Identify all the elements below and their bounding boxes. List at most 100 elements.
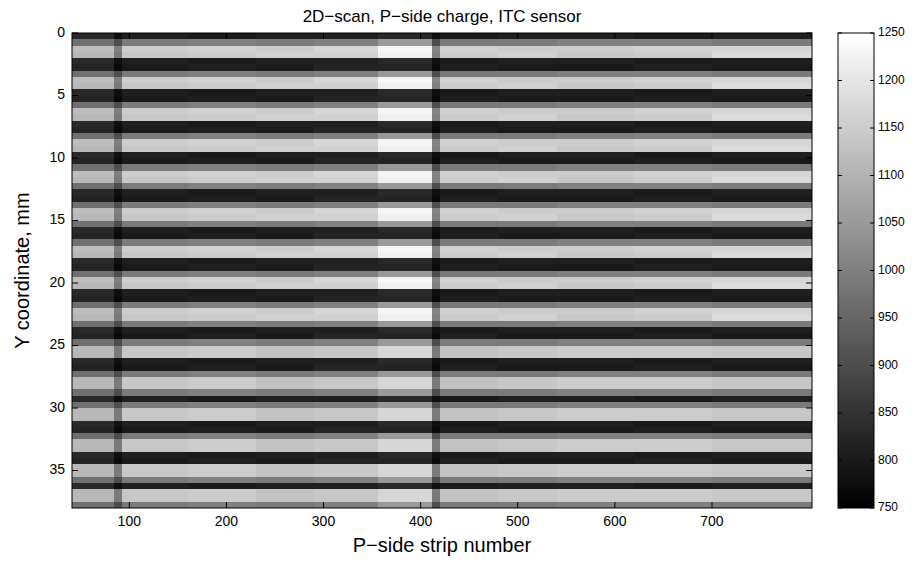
heatmap-cell: [712, 64, 812, 71]
heatmap-cell: [72, 433, 114, 440]
heatmap-cell: [498, 308, 557, 315]
heatmap-cell: [378, 177, 433, 184]
heatmap-cell: [378, 333, 433, 340]
heatmap-cell: [440, 427, 499, 434]
heatmap-cell: [498, 489, 557, 496]
heatmap-cell: [122, 408, 189, 415]
heatmap-cell: [634, 189, 712, 196]
heatmap-cell: [314, 302, 379, 309]
heatmap-cell: [256, 314, 315, 321]
heatmap-cell: [634, 408, 712, 415]
heatmap-cell: [432, 58, 440, 65]
heatmap-cell: [72, 402, 114, 409]
heatmap-cell: [314, 64, 379, 71]
heatmap-cell: [314, 114, 379, 121]
heatmap-cell: [634, 152, 712, 159]
heatmap-cell: [72, 483, 114, 490]
heatmap-cell: [432, 458, 440, 465]
heatmap-cell: [256, 389, 315, 396]
heatmap-cell: [122, 171, 189, 178]
heatmap-cell: [72, 296, 114, 303]
heatmap-cell: [712, 108, 812, 115]
heatmap-cell: [188, 346, 256, 353]
x-tick-label: 600: [603, 513, 627, 529]
heatmap-cell: [634, 452, 712, 459]
heatmap-cell: [557, 321, 635, 328]
y-tick-right: [806, 95, 812, 96]
heatmap-cell: [432, 39, 440, 46]
heatmap-cell: [498, 296, 557, 303]
heatmap-cell: [256, 183, 315, 190]
heatmap-cell: [314, 39, 379, 46]
heatmap-cell: [498, 71, 557, 78]
heatmap-cell: [72, 364, 114, 371]
heatmap-cell: [440, 439, 499, 446]
heatmap-cell: [72, 183, 114, 190]
heatmap-cell: [256, 452, 315, 459]
heatmap-cell: [432, 414, 440, 421]
heatmap-cell: [498, 283, 557, 290]
heatmap-cell: [114, 414, 122, 421]
heatmap-cell: [314, 446, 379, 453]
heatmap-cell: [114, 377, 122, 384]
heatmap-cell: [432, 146, 440, 153]
heatmap-cell: [432, 489, 440, 496]
heatmap-cell: [432, 196, 440, 203]
heatmap-cell: [256, 377, 315, 384]
heatmap-cell: [498, 377, 557, 384]
heatmap-cell: [314, 233, 379, 240]
heatmap-cell: [72, 52, 114, 59]
heatmap-cell: [122, 471, 189, 478]
heatmap-cell: [712, 339, 812, 346]
heatmap-cell: [314, 383, 379, 390]
heatmap-cell: [378, 277, 433, 284]
heatmap-cell: [557, 152, 635, 159]
y-tick-right: [806, 33, 812, 34]
heatmap-cell: [712, 502, 812, 508]
heatmap-cell: [256, 214, 315, 221]
heatmap-cell: [634, 208, 712, 215]
heatmap-cell: [256, 458, 315, 465]
heatmap-cell: [114, 83, 122, 90]
heatmap-cell: [122, 433, 189, 440]
heatmap-cell: [256, 71, 315, 78]
heatmap-cell: [432, 71, 440, 78]
heatmap-cell: [378, 308, 433, 315]
heatmap-cell: [712, 439, 812, 446]
heatmap-cell: [432, 171, 440, 178]
heatmap-cell: [634, 183, 712, 190]
heatmap-cell: [432, 296, 440, 303]
heatmap-cell: [256, 296, 315, 303]
heatmap-cell: [712, 264, 812, 271]
heatmap-cell: [712, 321, 812, 328]
heatmap-cell: [634, 464, 712, 471]
heatmap-cell: [432, 264, 440, 271]
heatmap-cell: [72, 46, 114, 53]
heatmap-cell: [498, 339, 557, 346]
heatmap-cell: [72, 83, 114, 90]
heatmap-cell: [634, 346, 712, 353]
heatmap-cell: [712, 77, 812, 84]
heatmap-cell: [122, 158, 189, 165]
heatmap-cell: [122, 189, 189, 196]
heatmap-cell: [122, 302, 189, 309]
heatmap-cell: [498, 483, 557, 490]
heatmap-cell: [256, 483, 315, 490]
heatmap-cell: [72, 158, 114, 165]
y-tick-label: 5: [57, 86, 65, 102]
heatmap-cell: [122, 314, 189, 321]
heatmap-cell: [122, 446, 189, 453]
heatmap-cell: [314, 339, 379, 346]
heatmap-cell: [432, 277, 440, 284]
heatmap-cell: [314, 133, 379, 140]
heatmap-cell: [378, 502, 433, 508]
heatmap-cell: [256, 152, 315, 159]
heatmap-cell: [314, 402, 379, 409]
heatmap-cell: [498, 64, 557, 71]
heatmap-cell: [378, 446, 433, 453]
heatmap-cell: [256, 383, 315, 390]
heatmap-cell: [557, 258, 635, 265]
heatmap-cell: [557, 421, 635, 428]
colorbar-tick: [838, 175, 842, 176]
heatmap-cell: [440, 58, 499, 65]
